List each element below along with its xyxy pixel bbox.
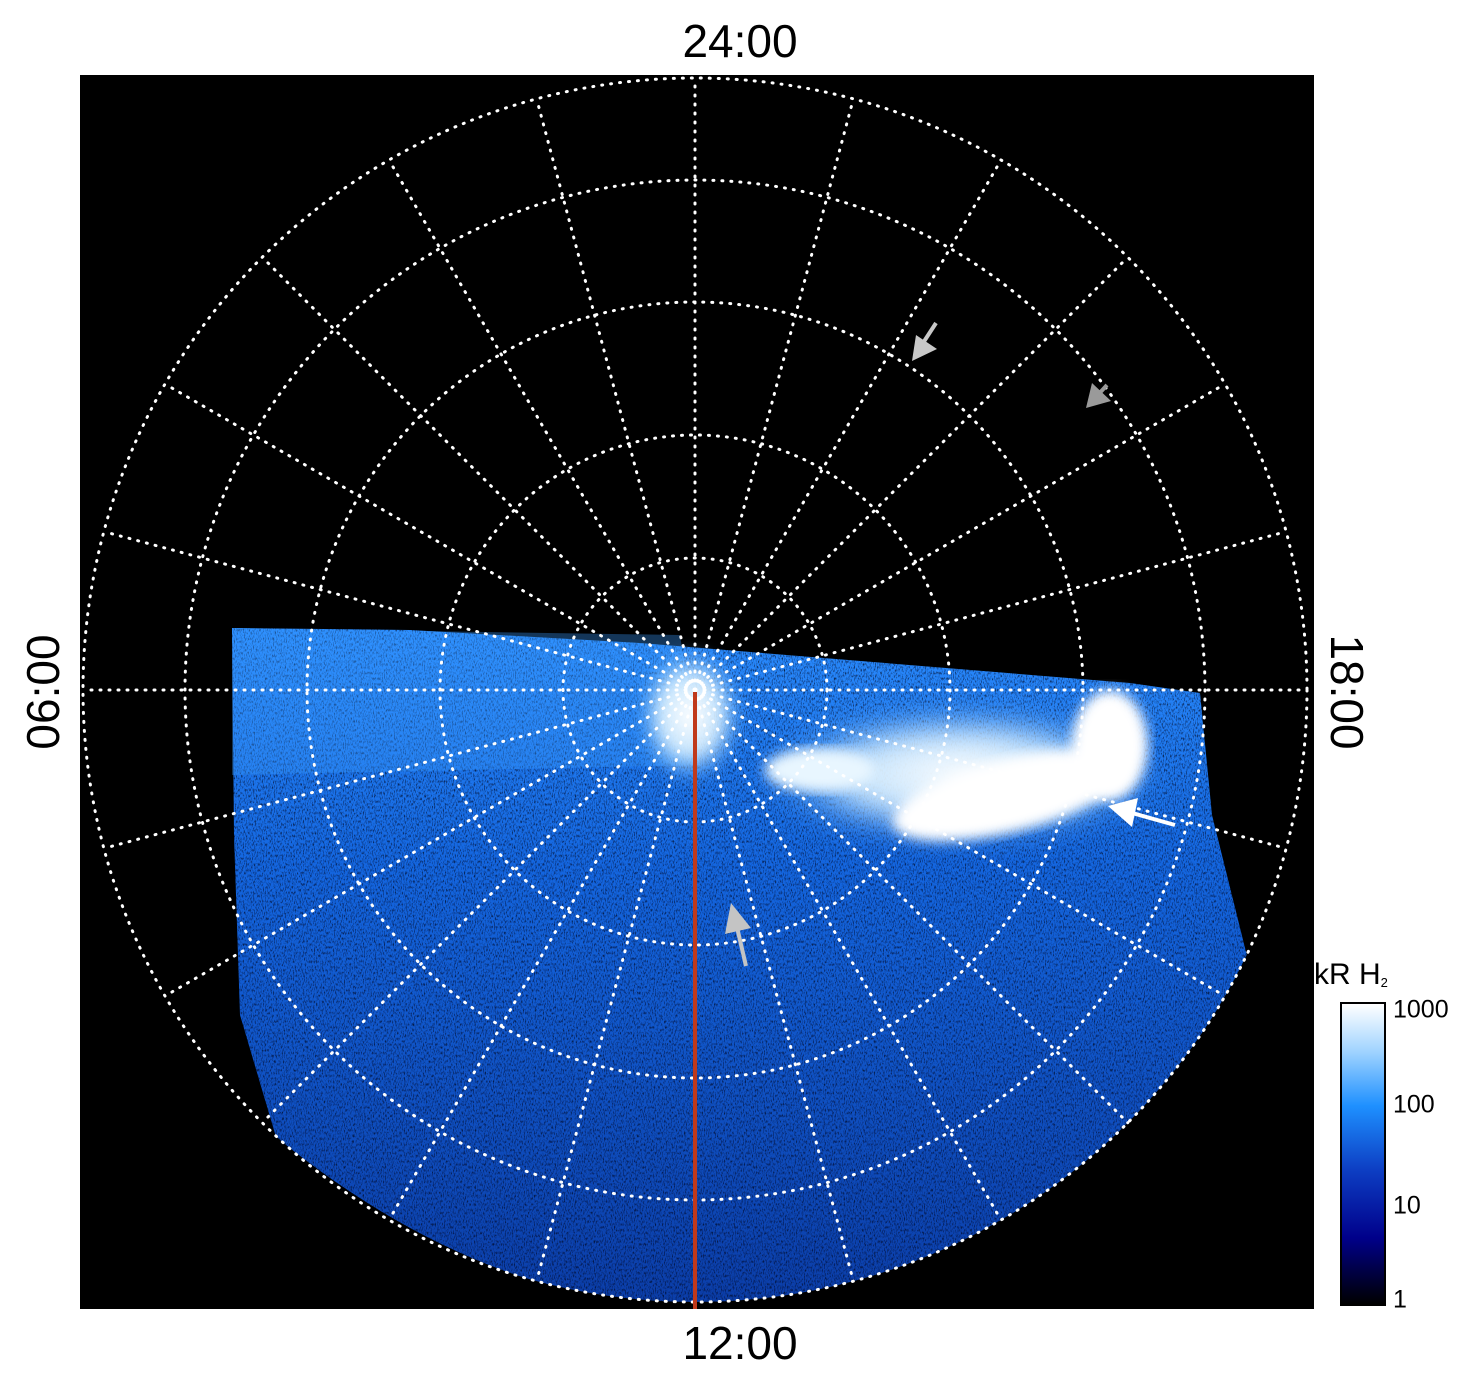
meridian-line bbox=[535, 688, 697, 1283]
emission-upper-band bbox=[232, 628, 700, 775]
meridian-line bbox=[693, 688, 855, 1283]
meridian-line bbox=[387, 688, 697, 1222]
meridian-line bbox=[387, 158, 697, 692]
polar-auroral-image bbox=[80, 75, 1314, 1309]
meridian-line bbox=[693, 688, 1003, 1222]
colorbar-tick-10: 10 bbox=[1393, 1191, 1421, 1220]
meridian-line bbox=[535, 97, 697, 692]
local-time-label-midnight: 24:00 bbox=[682, 15, 798, 67]
auroral-oval-core bbox=[893, 749, 1127, 841]
meridian-line bbox=[102, 688, 697, 850]
meridian-line bbox=[693, 530, 1288, 692]
arrow-grey-upper bbox=[912, 321, 938, 361]
local-time-meridians bbox=[81, 76, 1309, 1304]
colorbar-tick-1: 1 bbox=[1393, 1285, 1407, 1314]
meridian-line bbox=[102, 530, 697, 692]
local-time-label-dawn: 06:00 bbox=[17, 634, 69, 750]
meridian-line bbox=[260, 688, 697, 1125]
meridian-line bbox=[693, 97, 855, 692]
meridian-line bbox=[693, 382, 1227, 692]
meridian-line bbox=[163, 688, 697, 998]
meridian-line bbox=[260, 255, 697, 692]
local-time-label-dusk: 18:00 bbox=[1321, 634, 1373, 750]
arrow-grey-right bbox=[1086, 383, 1111, 408]
auroral-dusk-spot bbox=[1072, 690, 1148, 800]
colorbar-tick-100: 100 bbox=[1393, 1090, 1435, 1119]
meridian-line bbox=[693, 688, 1130, 1125]
meridian-line bbox=[163, 382, 697, 692]
arrow-grey-lower bbox=[725, 903, 751, 967]
colorbar-title-subscript: 2 bbox=[1380, 975, 1388, 990]
colorbar-tick-1000: 1000 bbox=[1393, 995, 1449, 1024]
meridian-line bbox=[693, 688, 1227, 998]
arrow-white-right bbox=[1108, 798, 1176, 827]
colorbar-title-main: kR H bbox=[1314, 958, 1381, 991]
meridian-line bbox=[693, 158, 1003, 692]
pole-bright-region bbox=[635, 645, 745, 785]
colorbar bbox=[1340, 1002, 1386, 1306]
meridian-line bbox=[693, 688, 1288, 850]
local-time-label-noon: 12:00 bbox=[682, 1317, 798, 1369]
meridian-line bbox=[693, 255, 1130, 692]
colorbar-title: kR H2 bbox=[1314, 958, 1388, 992]
